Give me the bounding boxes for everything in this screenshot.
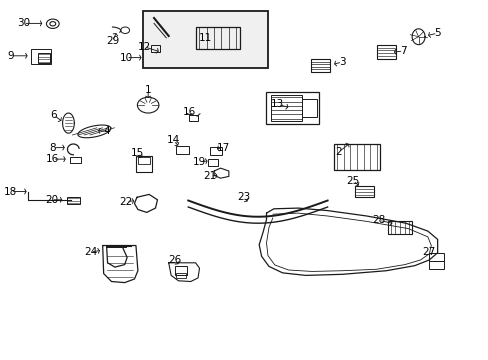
Bar xyxy=(38,53,50,63)
Bar xyxy=(354,186,373,197)
Bar xyxy=(210,147,222,155)
Text: 25: 25 xyxy=(346,176,359,186)
Bar xyxy=(428,261,443,269)
Bar xyxy=(387,221,411,234)
Bar xyxy=(270,95,302,121)
Bar xyxy=(138,157,150,164)
Bar xyxy=(195,27,239,49)
Bar xyxy=(176,273,185,278)
Text: 19: 19 xyxy=(192,157,206,167)
Text: 10: 10 xyxy=(120,53,132,63)
Text: 29: 29 xyxy=(105,36,119,46)
Bar xyxy=(333,144,380,170)
Text: 11: 11 xyxy=(198,33,212,43)
Text: 8: 8 xyxy=(49,143,56,153)
Bar xyxy=(188,115,197,121)
Text: 4: 4 xyxy=(103,126,110,136)
Text: 30: 30 xyxy=(17,18,30,28)
Text: 22: 22 xyxy=(119,197,133,207)
Text: 13: 13 xyxy=(270,99,284,109)
Text: 9: 9 xyxy=(7,51,14,61)
Bar xyxy=(174,266,187,275)
Text: 28: 28 xyxy=(371,215,385,225)
Text: 3: 3 xyxy=(338,57,345,67)
Text: 18: 18 xyxy=(4,186,18,197)
Bar xyxy=(31,49,51,64)
Text: 1: 1 xyxy=(144,85,151,95)
Bar xyxy=(66,197,80,204)
Text: 24: 24 xyxy=(83,247,97,257)
Text: 16: 16 xyxy=(183,107,196,117)
Text: 27: 27 xyxy=(422,247,435,257)
Bar xyxy=(70,157,81,163)
Bar xyxy=(150,45,160,52)
Bar xyxy=(176,146,188,154)
Text: 21: 21 xyxy=(203,171,217,181)
Bar xyxy=(265,92,318,124)
Text: 14: 14 xyxy=(166,135,180,145)
Bar xyxy=(207,159,217,166)
Text: 23: 23 xyxy=(236,192,250,202)
Text: 15: 15 xyxy=(131,148,144,158)
Bar xyxy=(376,45,395,59)
Bar xyxy=(136,156,152,172)
Text: 26: 26 xyxy=(168,255,182,265)
Bar xyxy=(428,253,443,261)
Text: 2: 2 xyxy=(335,147,342,157)
Bar xyxy=(310,59,329,72)
Bar xyxy=(143,11,267,68)
Text: 17: 17 xyxy=(216,143,229,153)
Text: 16: 16 xyxy=(46,154,60,164)
Text: 7: 7 xyxy=(399,46,406,56)
Text: 5: 5 xyxy=(433,28,440,38)
Bar xyxy=(302,99,316,117)
Text: 6: 6 xyxy=(50,110,57,120)
Text: 20: 20 xyxy=(45,195,58,205)
Text: 12: 12 xyxy=(137,42,151,52)
